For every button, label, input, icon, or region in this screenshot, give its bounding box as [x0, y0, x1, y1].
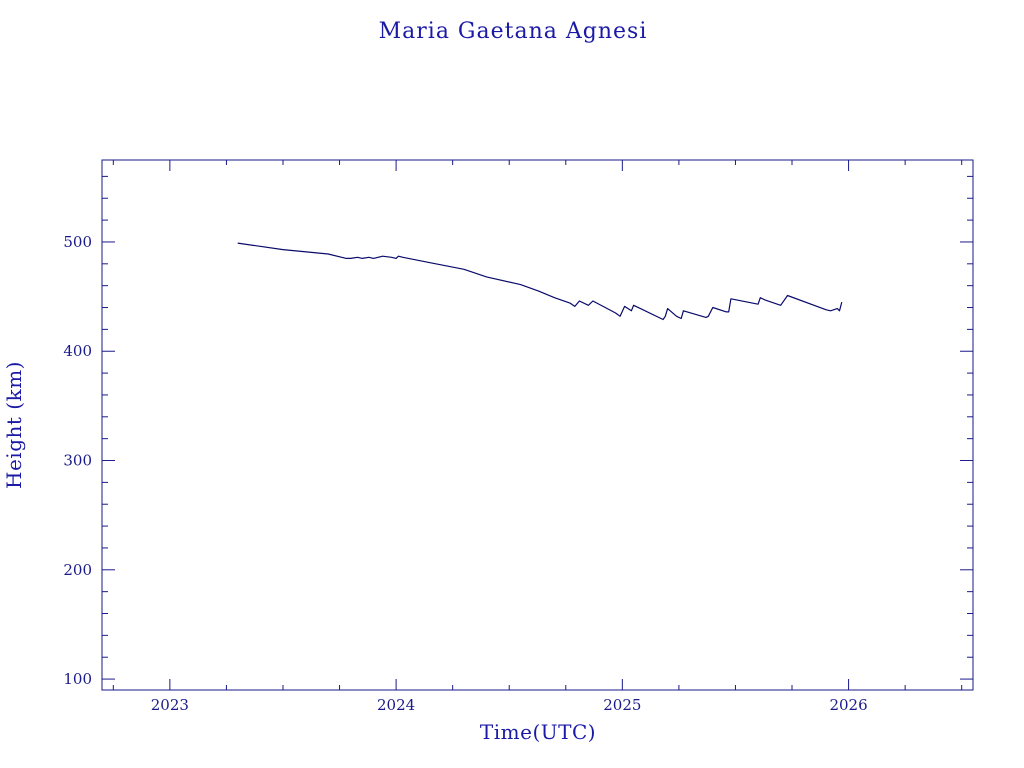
y-tick-label: 400 — [63, 342, 92, 360]
x-tick-label: 2025 — [603, 696, 641, 714]
y-axis-label: Height (km) — [2, 361, 26, 489]
x-axis-label: Time(UTC) — [480, 720, 596, 744]
y-tick-label: 300 — [63, 452, 92, 470]
series-line — [237, 242, 843, 321]
x-tick-label: 2026 — [829, 696, 867, 714]
axis-tick-labels: 2023 2024 2025 2026 100 200 300 400 500 — [63, 233, 867, 714]
chart-title: Maria Gaetana Agnesi — [379, 19, 648, 44]
plot-frame — [101, 159, 974, 691]
y-tick-label: 500 — [63, 233, 92, 251]
y-tick-label: 100 — [63, 670, 92, 688]
x-tick-label: 2024 — [377, 696, 415, 714]
x-tick-label: 2023 — [151, 696, 189, 714]
y-tick-label: 200 — [63, 561, 92, 579]
axis-ticks — [102, 160, 973, 690]
